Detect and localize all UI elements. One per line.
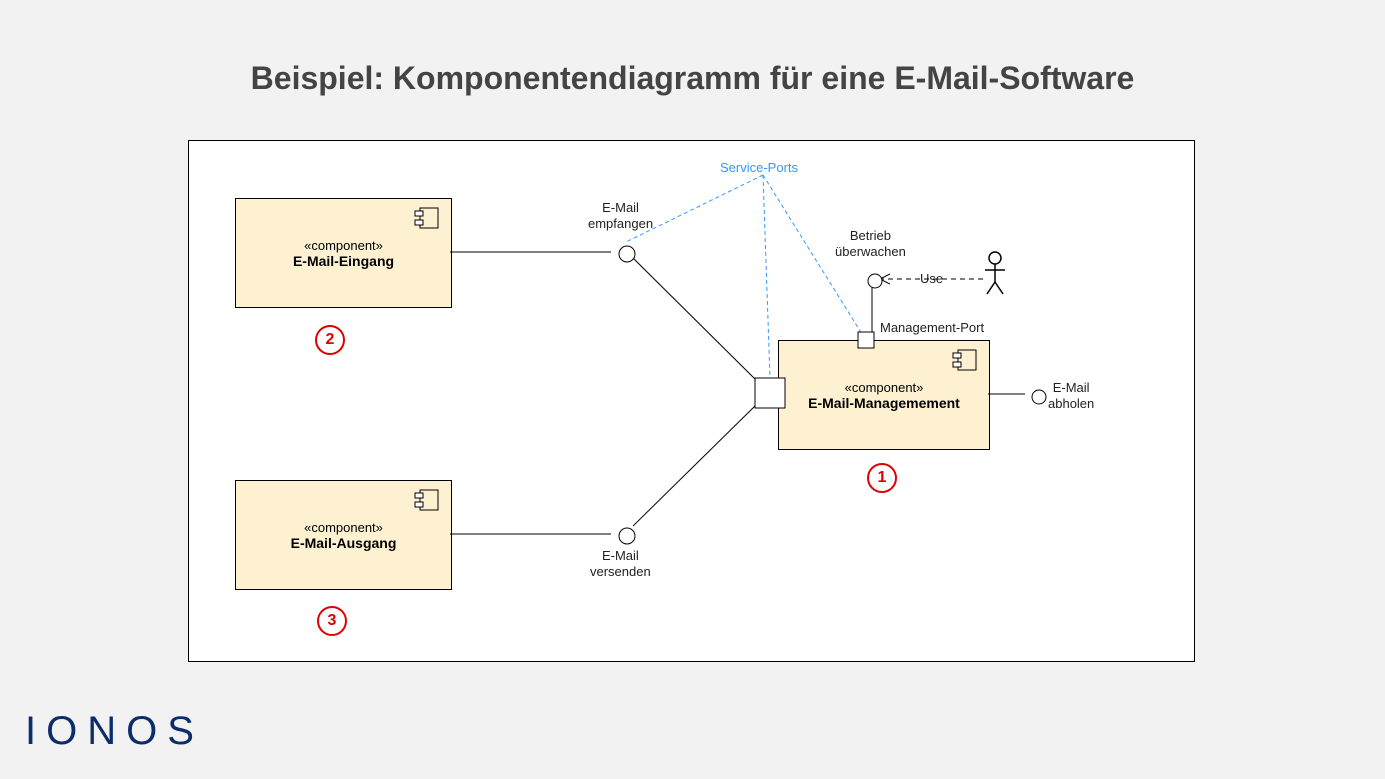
label-service-ports: Service-Ports bbox=[720, 160, 798, 176]
stereotype: «component» bbox=[236, 520, 451, 535]
annotation-3: 3 bbox=[317, 606, 347, 636]
component-management: «component» E-Mail-Managemement bbox=[778, 340, 990, 450]
label-versenden: E-Mailversenden bbox=[590, 548, 651, 579]
component-ausgang: «component» E-Mail-Ausgang bbox=[235, 480, 452, 590]
label-empfangen: E-Mailempfangen bbox=[588, 200, 653, 231]
page-title: Beispiel: Komponentendiagramm für eine E… bbox=[0, 0, 1385, 97]
stereotype: «component» bbox=[779, 380, 989, 395]
component-name: E-Mail-Eingang bbox=[236, 253, 451, 269]
label-use: Use bbox=[920, 271, 943, 287]
component-name: E-Mail-Ausgang bbox=[236, 535, 451, 551]
stereotype: «component» bbox=[236, 238, 451, 253]
label-management-port: Management-Port bbox=[880, 320, 984, 336]
annotation-1: 1 bbox=[867, 463, 897, 493]
annotation-2: 2 bbox=[315, 325, 345, 355]
component-name: E-Mail-Managemement bbox=[779, 395, 989, 411]
label-ueberwachen: Betriebüberwachen bbox=[835, 228, 906, 259]
label-abholen: E-Mailabholen bbox=[1048, 380, 1094, 411]
component-eingang: «component» E-Mail-Eingang bbox=[235, 198, 452, 308]
ionos-logo: IONOS bbox=[25, 709, 204, 754]
